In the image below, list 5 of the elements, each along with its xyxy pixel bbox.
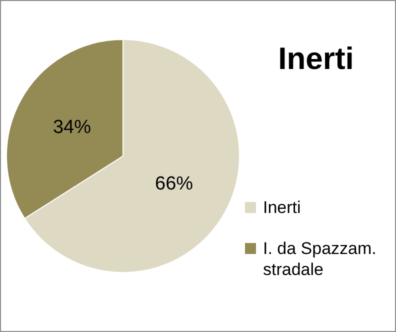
data-label: 34% (52, 117, 92, 138)
legend-label: I. da Spazzam. stradale (263, 238, 378, 280)
legend-label: Inerti (263, 197, 302, 218)
chart-title: Inerti (277, 41, 355, 77)
data-label: 66% (155, 173, 194, 194)
